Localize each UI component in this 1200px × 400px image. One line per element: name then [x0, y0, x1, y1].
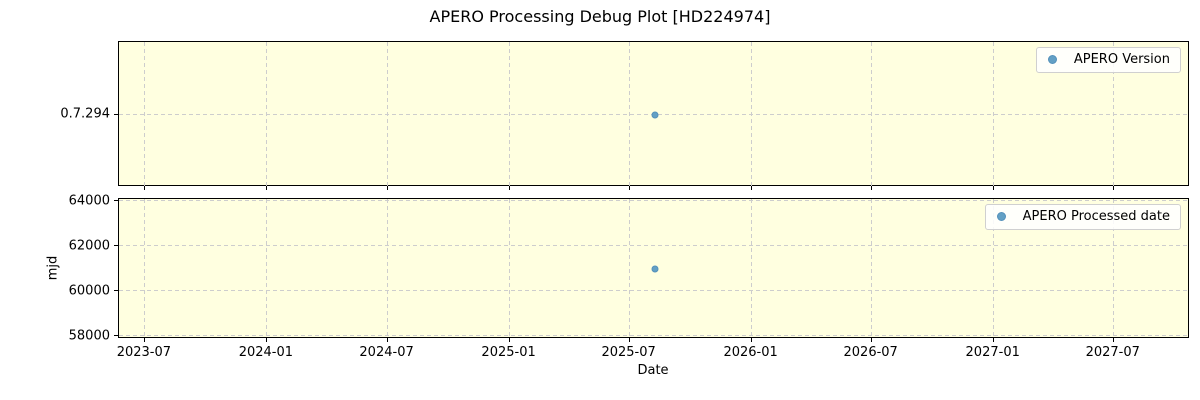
chart-title: APERO Processing Debug Plot [HD224974] [429, 7, 771, 26]
x-tick-mark [870, 338, 872, 342]
x-gridline [992, 199, 994, 339]
x-gridline [386, 42, 388, 187]
x-tick-mark [870, 186, 872, 190]
axes-apero-processed-date: APERO Processed date [118, 198, 1190, 339]
x-tick-mark [386, 186, 388, 190]
x-tick-label: 2024-07 [359, 345, 414, 360]
x-gridline [265, 199, 267, 339]
axes-apero-version: APERO Version [118, 41, 1190, 187]
x-tick-mark [508, 338, 510, 342]
x-tick-label: 2024-01 [238, 345, 294, 360]
x-gridline [750, 199, 752, 339]
x-gridline [750, 42, 752, 187]
x-gridline [143, 42, 145, 187]
legend-marker-icon [1047, 55, 1057, 64]
x-tick-label: 2027-07 [1085, 345, 1140, 360]
data-point [651, 111, 659, 118]
x-gridline [1112, 199, 1114, 339]
y-tick-label: 58000 [68, 328, 110, 344]
x-gridline [628, 42, 630, 187]
x-tick-label: 2026-07 [843, 345, 898, 360]
y-tick-label: 62000 [68, 238, 110, 254]
data-point [651, 265, 659, 273]
x-gridline [870, 42, 872, 187]
x-tick-mark [750, 186, 752, 190]
x-gridline [1112, 42, 1114, 187]
x-gridline [143, 199, 145, 339]
legend-label: APERO Version [1073, 52, 1170, 67]
x-tick-mark [508, 186, 510, 190]
x-tick-label: 2023-07 [116, 345, 172, 360]
x-gridline [870, 199, 872, 339]
x-tick-mark [143, 338, 145, 342]
y-tick-mark [114, 245, 118, 247]
legend-label: APERO Processed date [1022, 209, 1170, 224]
x-tick-mark [628, 338, 630, 342]
x-gridline [628, 199, 630, 339]
y-gridline [119, 290, 1190, 292]
y-axis-label-mjd: mjd [45, 255, 61, 281]
x-tick-mark [265, 186, 267, 190]
y-tick-mark [114, 290, 118, 292]
x-axis-label-date: Date [637, 363, 669, 378]
x-tick-mark [1112, 186, 1114, 190]
x-tick-mark [1112, 338, 1114, 342]
x-gridline [992, 42, 994, 187]
x-tick-mark [750, 338, 752, 342]
y-tick-label: 60000 [68, 283, 110, 299]
legend-marker-icon [996, 212, 1006, 221]
x-tick-mark [143, 186, 145, 190]
x-tick-label: 2026-01 [723, 345, 778, 360]
x-tick-label: 2027-01 [965, 345, 1020, 360]
x-tick-label: 2025-01 [481, 345, 536, 360]
y-tick-mark [114, 200, 118, 202]
y-tick-label: 64000 [68, 193, 110, 209]
x-gridline [508, 42, 510, 187]
y-gridline [119, 335, 1190, 337]
x-gridline [386, 199, 388, 339]
x-gridline [508, 199, 510, 339]
x-tick-mark [628, 186, 630, 190]
y-gridline [119, 200, 1190, 202]
x-tick-label: 2025-07 [601, 345, 656, 360]
x-gridline [265, 42, 267, 187]
x-tick-mark [265, 338, 267, 342]
y-tick-mark [114, 113, 118, 115]
y-tick-mark [114, 335, 118, 337]
x-tick-mark [992, 186, 994, 190]
y-tick-label: 0.7.294 [60, 106, 110, 122]
y-gridline [119, 245, 1190, 247]
legend: APERO Version [1035, 47, 1181, 73]
legend: APERO Processed date [984, 204, 1181, 230]
x-tick-mark [992, 338, 994, 342]
x-tick-mark [386, 338, 388, 342]
